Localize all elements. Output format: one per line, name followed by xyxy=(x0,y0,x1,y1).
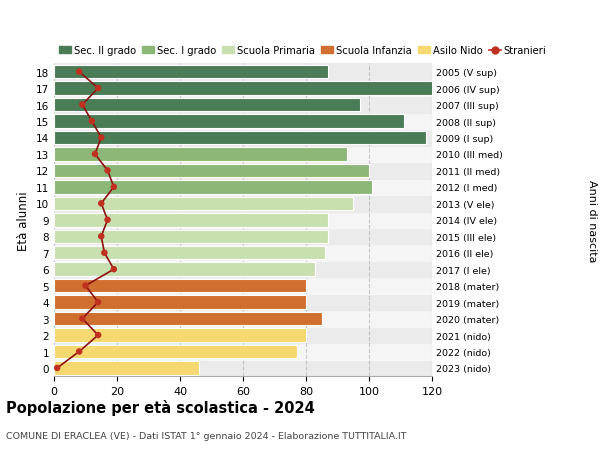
Bar xyxy=(54,343,432,360)
Text: COMUNE DI ERACLEA (VE) - Dati ISTAT 1° gennaio 2024 - Elaborazione TUTTITALIA.IT: COMUNE DI ERACLEA (VE) - Dati ISTAT 1° g… xyxy=(6,431,407,441)
Text: Anni di nascita: Anni di nascita xyxy=(587,179,597,262)
Bar xyxy=(54,229,432,245)
Bar xyxy=(54,213,328,227)
Bar xyxy=(54,81,432,97)
Point xyxy=(109,184,119,191)
Point xyxy=(74,69,84,76)
Point xyxy=(97,200,106,207)
Bar xyxy=(54,278,432,294)
Bar xyxy=(54,345,296,358)
Bar xyxy=(54,146,432,163)
Bar xyxy=(54,148,347,162)
Bar xyxy=(54,64,432,81)
Bar xyxy=(54,196,432,212)
Bar xyxy=(54,66,328,79)
Bar xyxy=(54,130,432,146)
Bar xyxy=(54,97,432,113)
Bar xyxy=(54,245,432,261)
Bar xyxy=(54,263,316,276)
Bar xyxy=(54,279,306,293)
Point xyxy=(87,118,97,125)
Point xyxy=(77,101,87,109)
Point xyxy=(103,217,112,224)
Point xyxy=(90,151,100,158)
Point xyxy=(97,233,106,241)
Point xyxy=(77,315,87,323)
Text: Popolazione per età scolastica - 2024: Popolazione per età scolastica - 2024 xyxy=(6,399,315,415)
Point xyxy=(94,332,103,339)
Bar xyxy=(54,179,432,196)
Bar xyxy=(54,164,369,178)
Point xyxy=(94,299,103,306)
Point xyxy=(109,266,119,273)
Point xyxy=(103,168,112,175)
Point xyxy=(97,134,106,142)
Point xyxy=(80,282,91,290)
Bar xyxy=(54,246,325,260)
Point xyxy=(100,250,109,257)
Bar xyxy=(54,261,432,278)
Bar xyxy=(54,311,432,327)
Bar xyxy=(54,163,432,179)
Bar xyxy=(54,360,432,376)
Y-axis label: Età alunni: Età alunni xyxy=(17,190,31,250)
Point xyxy=(52,364,62,372)
Bar xyxy=(54,329,306,342)
Bar xyxy=(54,361,199,375)
Point xyxy=(74,348,84,355)
Bar xyxy=(54,230,328,243)
Bar xyxy=(54,82,448,95)
Bar xyxy=(54,99,359,112)
Bar xyxy=(54,115,404,129)
Point xyxy=(94,85,103,93)
Bar xyxy=(54,327,432,343)
Legend: Sec. II grado, Sec. I grado, Scuola Primaria, Scuola Infanzia, Asilo Nido, Stran: Sec. II grado, Sec. I grado, Scuola Prim… xyxy=(59,46,547,56)
Bar xyxy=(54,296,306,309)
Bar xyxy=(54,181,372,194)
Bar xyxy=(54,212,432,229)
Bar xyxy=(54,197,353,211)
Bar xyxy=(54,131,426,145)
Bar xyxy=(54,113,432,130)
Bar xyxy=(54,294,432,311)
Bar xyxy=(54,312,322,325)
